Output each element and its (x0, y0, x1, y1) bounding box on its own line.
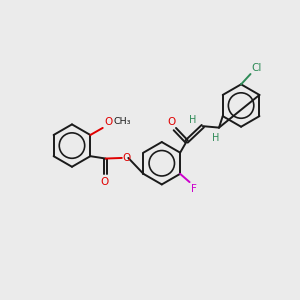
Text: CH₃: CH₃ (114, 117, 131, 126)
Text: F: F (191, 184, 197, 194)
Text: O: O (104, 117, 112, 127)
Text: Cl: Cl (252, 63, 262, 73)
Text: H: H (212, 133, 220, 142)
Text: O: O (123, 153, 131, 163)
Text: O: O (100, 177, 108, 188)
Text: H: H (189, 115, 196, 125)
Text: O: O (168, 117, 176, 127)
